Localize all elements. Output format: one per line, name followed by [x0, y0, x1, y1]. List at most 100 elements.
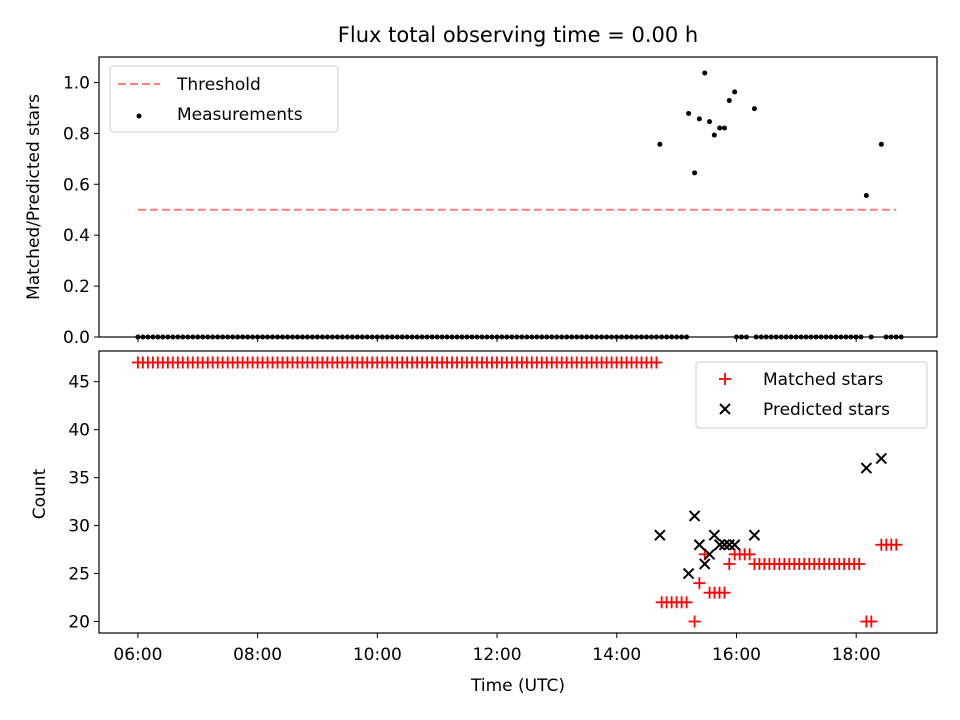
bottom-y-tick-label: 25	[68, 565, 90, 585]
top-y-axis-ticks: 0.0 0.2 0.4 0.6 0.8 1.0	[63, 73, 99, 348]
measurement-point	[888, 334, 894, 340]
measurement-point	[260, 334, 266, 340]
measurement-point	[180, 334, 186, 340]
measurement-point	[394, 334, 400, 340]
measurement-point	[696, 116, 702, 122]
measurement-point	[215, 334, 221, 340]
predicted-star-point	[703, 548, 716, 561]
bottom-y-tick-label: 20	[68, 612, 90, 632]
measurement-point	[574, 334, 580, 340]
top-y-tick-label: 1.0	[63, 73, 90, 93]
top-y-tick-label: 0.6	[63, 175, 90, 195]
bottom-y-tick-label: 30	[68, 517, 90, 537]
measurement-point	[524, 334, 530, 340]
measurement-point	[818, 334, 824, 340]
measurement-point	[240, 334, 246, 340]
measurement-point	[165, 334, 171, 340]
top-y-tick-label: 0.4	[63, 226, 90, 246]
measurement-point	[639, 334, 645, 340]
measurement-point	[289, 334, 295, 340]
measurement-point	[235, 334, 241, 340]
measurement-point	[751, 106, 757, 112]
bottom-legend-frame	[695, 361, 928, 429]
measurement-point	[624, 334, 630, 340]
measurement-point	[469, 334, 475, 340]
measurement-point	[444, 334, 450, 340]
measurement-point	[205, 334, 211, 340]
measurement-point	[140, 334, 146, 340]
measurement-point	[773, 334, 779, 340]
measurement-point	[424, 334, 430, 340]
measurement-point	[504, 334, 510, 340]
measurement-point	[722, 125, 728, 131]
bottom-x-axis-ticks: 06:00 08:00 10:00 12:00 14:00 16:00 18:00	[113, 633, 881, 665]
measurement-point	[643, 334, 649, 340]
measurement-point	[599, 334, 605, 340]
measurement-point	[334, 334, 340, 340]
measurement-point	[319, 334, 325, 340]
measurement-point	[594, 334, 600, 340]
top-y-tick-label: 0.2	[63, 277, 90, 297]
measurement-point	[255, 334, 261, 340]
measurement-point	[364, 334, 370, 340]
measurement-point	[404, 334, 410, 340]
measurement-point	[554, 334, 560, 340]
predicted-star-point	[748, 529, 761, 541]
matched-star-point	[688, 615, 701, 628]
measurement-point	[569, 334, 575, 340]
bottom-x-tick-label: 18:00	[832, 645, 881, 665]
measurement-point	[579, 334, 585, 340]
measurement-point	[359, 334, 365, 340]
bottom-x-tick-label: 10:00	[353, 645, 402, 665]
predicted-star-point	[875, 452, 888, 465]
measurement-point	[414, 334, 420, 340]
bottom-y-tick-label: 35	[68, 469, 90, 489]
measurement-point	[898, 334, 904, 340]
predicted-star-point	[699, 558, 711, 570]
chart-title: Flux total observing time = 0.00 h	[338, 23, 698, 47]
measurement-point	[145, 334, 151, 340]
measurement-point	[758, 334, 764, 340]
measurement-point	[294, 334, 300, 340]
measurement-point	[733, 334, 739, 340]
measurement-point	[684, 334, 690, 340]
measurement-point	[245, 334, 251, 340]
predicted-star-point	[860, 462, 873, 474]
matched-star-point	[865, 615, 878, 628]
measurement-point	[449, 334, 455, 340]
predicted-star-point	[682, 567, 695, 580]
bottom-legend: Matched stars Predicted stars	[695, 361, 928, 429]
legend-measurements-label: Measurements	[177, 105, 303, 125]
legend-predicted-swatch	[719, 403, 731, 415]
measurement-point	[674, 334, 680, 340]
measurement-point	[339, 334, 345, 340]
measurement-point	[692, 170, 698, 176]
matched-star-point	[718, 586, 731, 599]
measurement-point	[349, 334, 355, 340]
measurement-point	[150, 334, 156, 340]
measurement-point	[439, 334, 445, 340]
measurement-point	[711, 132, 717, 138]
measurement-point	[175, 334, 181, 340]
measurement-point	[559, 334, 565, 340]
measurement-point	[659, 334, 665, 340]
measurement-point	[329, 334, 335, 340]
measurement-point	[669, 334, 675, 340]
top-y-tick-label: 0.0	[63, 328, 90, 348]
measurement-point	[220, 334, 226, 340]
legend-predicted-label: Predicted stars	[763, 400, 890, 420]
measurement-point	[664, 334, 670, 340]
measurement-point	[384, 334, 390, 340]
bottom-y-axis-ticks: 20 25 30 35 40 45	[68, 373, 99, 632]
measurement-point	[369, 334, 375, 340]
measurement-point	[270, 334, 276, 340]
measurement-point	[479, 334, 485, 340]
measurement-point	[135, 334, 141, 340]
measurement-point	[589, 334, 595, 340]
bottom-plot-area	[98, 350, 938, 634]
measurement-point	[429, 334, 435, 340]
measurement-point	[230, 334, 236, 340]
measurement-point	[434, 334, 440, 340]
measurement-point	[743, 334, 749, 340]
predicted-star-point	[654, 529, 666, 541]
